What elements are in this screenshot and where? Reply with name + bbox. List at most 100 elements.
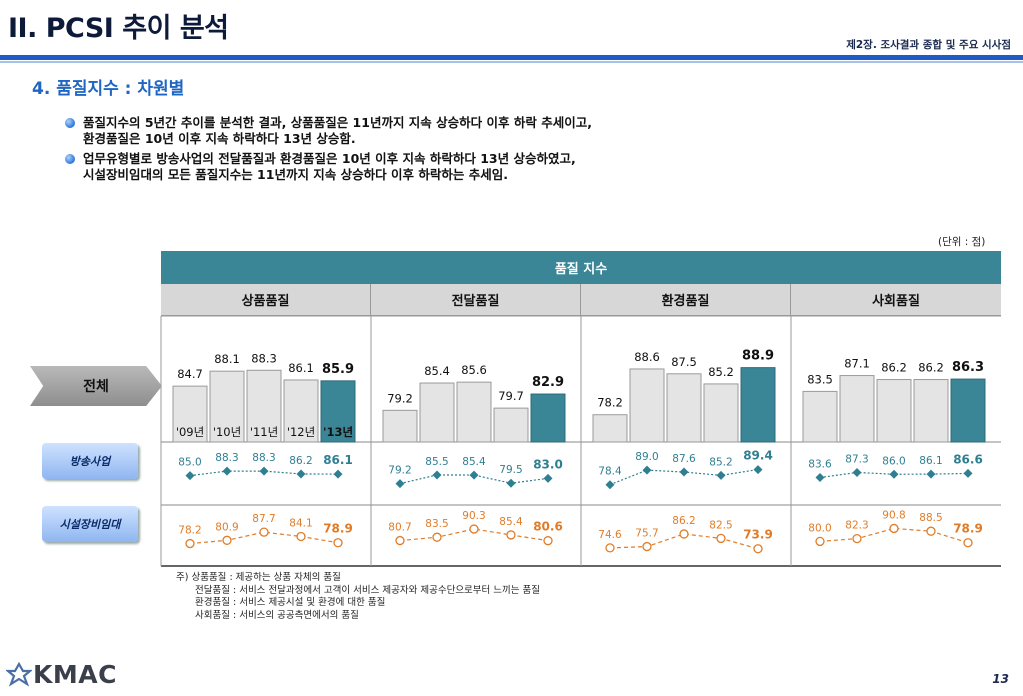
bar xyxy=(950,378,986,443)
dimension-header: 사회품질 xyxy=(791,284,1001,316)
facility-value-label: 73.9 xyxy=(743,528,773,542)
facility-value-label: 88.5 xyxy=(919,512,942,524)
facility-point xyxy=(716,533,726,544)
year-tick-label: '13년 xyxy=(323,425,353,439)
facility-point xyxy=(222,535,232,545)
facility-point xyxy=(259,527,269,537)
broadcast-point xyxy=(395,479,405,489)
bar-value-label: 88.9 xyxy=(742,349,774,364)
facility-point xyxy=(395,535,405,546)
dimension-header: 전달품질 xyxy=(371,284,581,316)
broadcast-point xyxy=(259,466,269,476)
bar xyxy=(913,379,949,443)
broadcast-point xyxy=(889,469,899,479)
facility-point xyxy=(296,531,306,542)
facility-value-label: 84.1 xyxy=(289,517,312,529)
bar xyxy=(530,393,566,443)
broadcast-point xyxy=(605,480,615,490)
broadcast-value-label: 85.0 xyxy=(178,457,201,469)
facility-value-label: 80.7 xyxy=(388,522,411,534)
facility-value-label: 78.9 xyxy=(953,522,983,536)
bar-value-label: 86.1 xyxy=(288,361,314,375)
kmac-logo: KMAC xyxy=(6,660,117,689)
facility-point xyxy=(333,538,343,548)
facility-point xyxy=(642,541,652,552)
broadcast-line xyxy=(399,474,549,485)
bullet-item: 품질지수의 5년간 추이를 분석한 결과, 상품품질은 11년까지 지속 상승하… xyxy=(63,115,763,147)
bullet-line: 환경품질은 10년 이후 지속 하락하다 13년 상승함. xyxy=(83,131,356,146)
broadcast-point xyxy=(185,471,195,481)
broadcast-value-label: 86.6 xyxy=(953,452,983,466)
quality-table: 품질 지수 상품품질 전달품질 환경품질 사회품질 xyxy=(161,251,1001,568)
facility-value-label: 90.3 xyxy=(462,510,485,522)
footnote-line: 사회품질 : 서비스의 공공측면에서의 품질 xyxy=(195,609,359,621)
facility-value-label: 75.7 xyxy=(635,528,658,540)
row-label-broadcast: 방송사업 xyxy=(42,443,138,479)
facility-point xyxy=(185,538,195,549)
facility-point xyxy=(679,529,689,539)
bar-value-label: 86.2 xyxy=(881,361,907,375)
bar-value-label: 85.6 xyxy=(461,363,487,377)
bar-value-label: 84.7 xyxy=(177,367,203,381)
bar xyxy=(456,381,492,443)
year-tick-label: '09년 xyxy=(176,425,204,439)
broadcast-point xyxy=(926,469,936,479)
bullet-line: 품질지수의 5년간 추이를 분석한 결과, 상품품질은 11년까지 지속 상승하… xyxy=(83,115,592,130)
bar-value-label: 86.2 xyxy=(918,361,944,375)
facility-value-label: 78.9 xyxy=(323,522,353,536)
page-title: II. PCSI 추이 분석 xyxy=(8,13,229,44)
kmac-logo-icon xyxy=(6,661,32,687)
bar xyxy=(629,368,665,443)
broadcast-point xyxy=(296,469,306,479)
broadcast-point xyxy=(469,470,479,480)
facility-line xyxy=(609,533,759,550)
bar xyxy=(839,375,875,443)
broadcast-point xyxy=(753,465,763,475)
bar xyxy=(592,414,628,443)
facility-value-label: 85.4 xyxy=(499,516,523,528)
bar xyxy=(283,379,319,443)
facility-value-label: 80.0 xyxy=(808,522,831,534)
broadcast-point xyxy=(852,467,862,477)
facility-point xyxy=(469,524,479,534)
facility-point xyxy=(432,532,442,542)
broadcast-value-label: 88.3 xyxy=(215,452,238,464)
bar-value-label: 85.4 xyxy=(424,364,450,378)
bar xyxy=(172,385,208,443)
bar xyxy=(246,369,282,443)
broadcast-point xyxy=(679,467,689,477)
header-rule-thin xyxy=(0,61,1023,63)
bar xyxy=(382,409,418,443)
bar-value-label: 88.6 xyxy=(634,350,660,364)
facility-point xyxy=(605,543,615,553)
bar-value-label: 88.3 xyxy=(251,351,277,365)
chapter-label: 제2장. 조사결과 종합 및 주요 시사점 xyxy=(846,39,1011,51)
footnote: 주) 상품품질 : 제공하는 상품 자체의 품질 전달품질 : 서비스 전달과정… xyxy=(176,572,540,622)
bar xyxy=(419,382,455,443)
broadcast-value-label: 86.1 xyxy=(323,453,353,467)
broadcast-point xyxy=(963,468,973,478)
broadcast-value-label: 85.5 xyxy=(425,456,448,468)
broadcast-value-label: 78.4 xyxy=(598,466,622,478)
broadcast-point xyxy=(543,473,553,483)
year-tick-label: '11년 xyxy=(250,425,278,439)
bar xyxy=(209,370,245,443)
broadcast-line xyxy=(819,471,969,479)
facility-line xyxy=(399,528,549,542)
bullet-item: 업무유형별로 방송사업의 전달품질과 환경품질은 10년 이후 지속 하락하다 … xyxy=(63,151,763,183)
bullet-dot-icon xyxy=(65,154,75,164)
broadcast-value-label: 79.2 xyxy=(388,465,411,477)
year-tick-label: '12년 xyxy=(287,425,315,439)
facility-value-label: 83.5 xyxy=(425,518,448,530)
facility-value-label: 80.9 xyxy=(215,521,238,533)
facility-point xyxy=(753,544,763,554)
facility-value-label: 74.6 xyxy=(598,529,622,541)
broadcast-value-label: 89.0 xyxy=(635,451,658,463)
broadcast-value-label: 87.6 xyxy=(672,453,696,465)
facility-value-label: 86.2 xyxy=(672,515,695,527)
facility-point xyxy=(506,530,516,540)
facility-point xyxy=(815,536,825,547)
facility-point xyxy=(889,523,899,534)
broadcast-value-label: 86.1 xyxy=(919,455,942,467)
bar-value-label: 79.7 xyxy=(498,389,524,403)
